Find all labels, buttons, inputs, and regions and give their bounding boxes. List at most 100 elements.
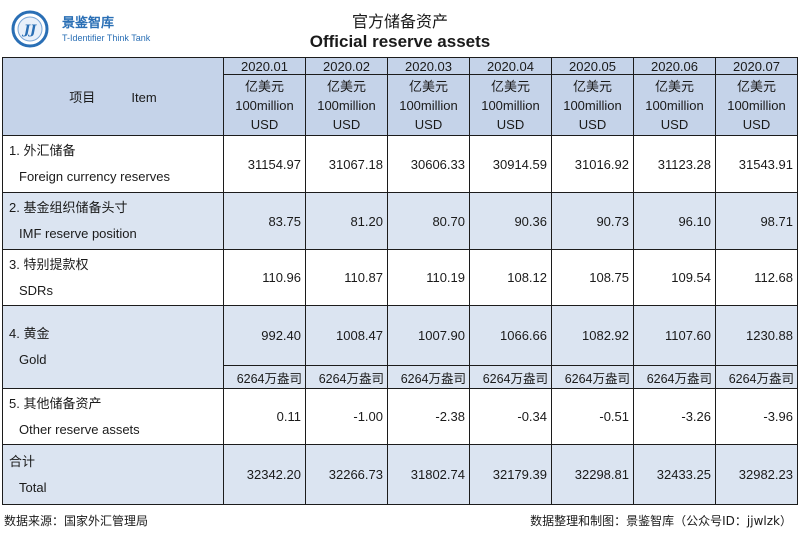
unit-currency: USD [332,116,361,132]
value-cell: 32298.81 [551,444,634,505]
unit-en: 100million [645,97,704,113]
table-row-total: 合计 Total 32342.20 32266.73 31802.74 3217… [2,444,798,505]
value-cell: 90.73 [551,192,634,250]
value-cell: 108.75 [551,249,634,306]
brand-logo-icon: JJ [11,10,49,48]
month-header: 2020.03 [387,57,470,75]
value-cell: 30914.59 [469,135,552,193]
value-cell: 96.10 [633,192,716,250]
unit-en: 100million [563,97,622,113]
row-label-cn: 合计 [9,453,36,469]
value-cell: 108.12 [469,249,552,306]
row-label: 2. 基金组织储备头寸 IMF reserve position [2,192,224,250]
unit-cn: 亿美元 [654,78,694,94]
value-cell: 31123.28 [633,135,716,193]
month-header: 2020.04 [469,57,552,75]
unit-currency: USD [414,116,443,132]
gold-ounces-cell: 6264万盎司 [715,365,798,389]
unit-en: 100million [317,97,376,113]
row-label-en: Gold [19,352,47,367]
gold-ounces-cell: 6264万盎司 [469,365,552,389]
brand-name-en: T-Identifier Think Tank [62,33,151,43]
item-column-header: 项目 Item [2,57,224,136]
table-row-foreign-currency: 1. 外汇储备 Foreign currency reserves 31154.… [2,135,798,193]
value-cell: 31154.97 [223,135,306,193]
value-cell: 110.96 [223,249,306,306]
unit-header: 亿美元 100million USD [551,74,634,136]
gold-ounces-cell: 6264万盎司 [305,365,388,389]
value-cell: 31802.74 [387,444,470,505]
value-cell: 98.71 [715,192,798,250]
value-cell: 80.70 [387,192,470,250]
value-cell: -2.38 [387,388,470,445]
value-cell: 110.19 [387,249,470,306]
brand-logo: JJ 景鉴智库 T-Identifier Think Tank [10,7,190,51]
unit-cn: 亿美元 [326,78,366,94]
value-cell: 32433.25 [633,444,716,505]
value-cell: -0.34 [469,388,552,445]
row-label-en: SDRs [19,282,53,298]
value-cell: 112.68 [715,249,798,306]
unit-currency: USD [496,116,525,132]
value-cell: 0.11 [223,388,306,445]
row-label: 3. 特别提款权 SDRs [2,249,224,306]
row-label-en: Total [19,479,47,495]
unit-currency: USD [578,116,607,132]
row-label-cn: 3. 特别提款权 [9,256,89,272]
header-row-units: 亿美元 100million USD 亿美元 100million USD 亿美元 100… [3,74,798,136]
unit-header: 亿美元 100million USD [469,74,552,136]
value-cell: 1008.47 [305,305,388,366]
page-title-cn: 官方储备资产 [351,12,448,31]
value-cell: 1007.90 [387,305,470,366]
reserve-assets-table: 项目 Item 2020.01 2020.02 2020.03 2020.04 … [2,57,798,505]
value-cell: 81.20 [305,192,388,250]
value-cell: 32266.73 [305,444,388,505]
value-cell: 109.54 [633,249,716,306]
row-label-en: Other reserve assets [19,421,140,437]
row-label-cn: 5. 其他储备资产 [9,395,102,411]
table-row-sdrs: 3. 特别提款权 SDRs 110.96 110.87 110.19 108.1… [2,249,798,306]
row-label: 1. 外汇储备 Foreign currency reserves [2,135,224,193]
row-label-en: Foreign currency reserves [19,169,170,184]
unit-cn: 亿美元 [736,78,776,94]
report-header: JJ 景鉴智库 T-Identifier Think Tank 官方储备资产 O… [0,0,800,57]
value-cell: -0.51 [551,388,634,445]
month-header: 2020.02 [305,57,388,75]
value-cell: 31016.92 [551,135,634,193]
table-row-gold: 4. 黄金 Gold 992.40 1008.47 1007.90 1066.6… [2,305,798,389]
unit-currency: USD [742,116,771,132]
value-cell: 1107.60 [633,305,716,366]
unit-header: 亿美元 100million USD [223,74,306,136]
gold-ounces-cell: 6264万盎司 [551,365,634,389]
unit-cn: 亿美元 [490,78,530,94]
value-cell: 992.40 [223,305,306,366]
unit-en: 100million [399,97,458,113]
value-cell: 83.75 [223,192,306,250]
unit-header: 亿美元 100million USD [633,74,716,136]
brand-logo-mark: JJ [21,23,37,38]
gold-ounces-cell: 6264万盎司 [633,365,716,389]
unit-header: 亿美元 100million USD [387,74,470,136]
header-row-months: 项目 Item 2020.01 2020.02 2020.03 2020.04 … [2,57,798,136]
value-cell: 31543.91 [715,135,798,193]
value-cell: 1230.88 [715,305,798,366]
value-cell: 32179.39 [469,444,552,505]
row-label-en: IMF reserve position [19,226,137,241]
unit-header: 亿美元 100million USD [715,74,798,136]
table-row-imf-position: 2. 基金组织储备头寸 IMF reserve position 83.75 8… [2,192,798,250]
value-cell: 90.36 [469,192,552,250]
value-cell: -1.00 [305,388,388,445]
unit-cn: 亿美元 [244,78,284,94]
unit-currency: USD [250,116,279,132]
unit-cn: 亿美元 [408,78,448,94]
unit-currency: USD [660,116,689,132]
month-header: 2020.05 [551,57,634,75]
unit-cn: 亿美元 [572,78,612,94]
row-label-cn: 4. 黄金 [9,326,50,341]
value-cell: 110.87 [305,249,388,306]
row-label: 合计 Total [2,444,224,505]
unit-en: 100million [235,97,294,113]
value-cell: 32982.23 [715,444,798,505]
credit-note: 数据整理和制图：景鉴智库（公众号ID：jjwlzk） [530,514,792,528]
row-label-cn: 1. 外汇储备 [9,143,76,158]
